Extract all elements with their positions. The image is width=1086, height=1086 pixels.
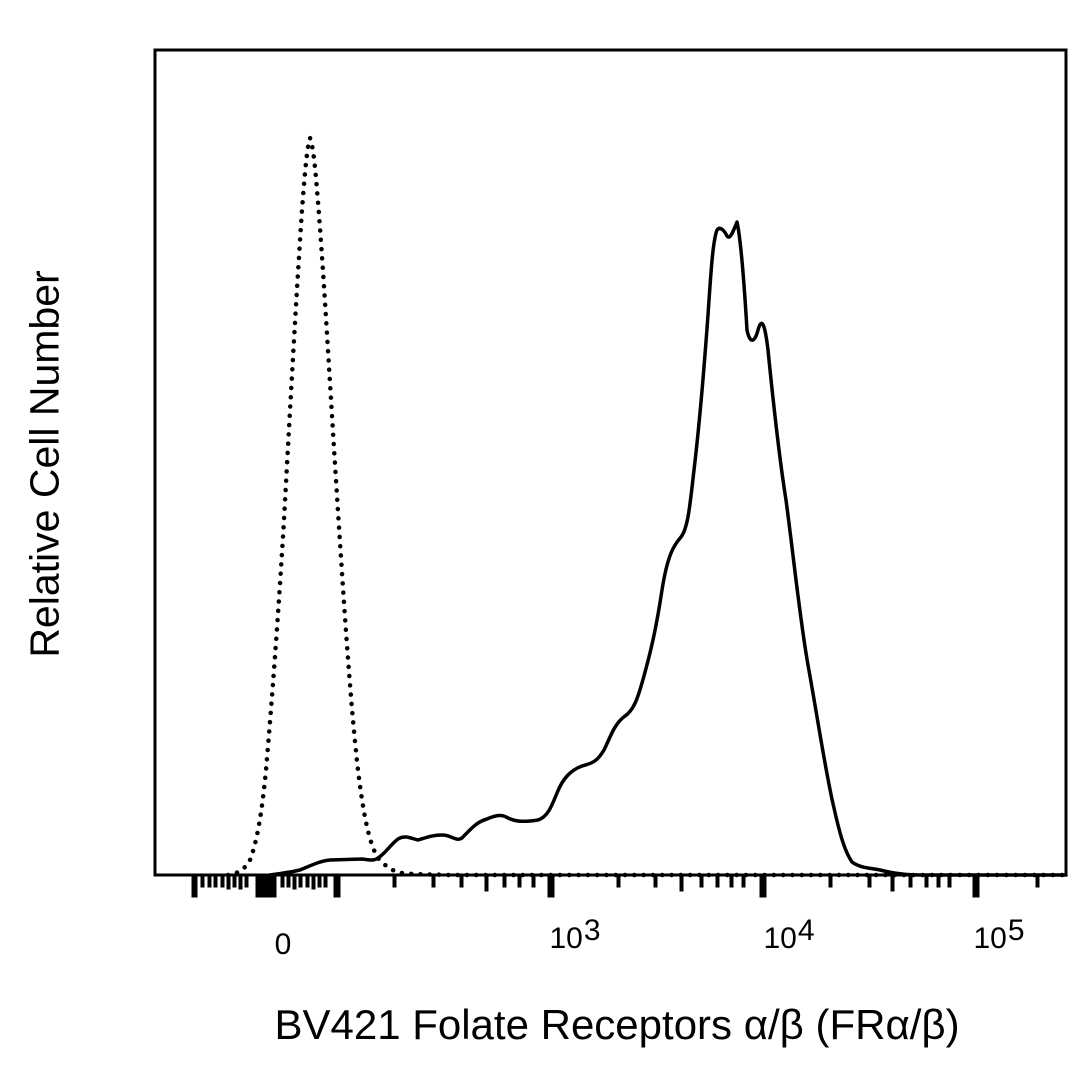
isotype-histogram-curve — [225, 130, 1069, 878]
x-tick-label-0: 0 — [274, 928, 292, 961]
stained-histogram-curve — [268, 220, 1068, 877]
x-tick-label-1e5: 105 — [973, 914, 1025, 955]
plot-frame — [153, 48, 1068, 877]
x-tick-label-1e4: 104 — [763, 914, 815, 955]
x-tick-label-1e3: 103 — [549, 914, 601, 955]
y-axis-label: Relative Cell Number — [21, 270, 68, 658]
x-axis-ticks — [191, 874, 1040, 898]
x-axis-label: BV421 Folate Receptors α/β (FRα/β) — [274, 1001, 960, 1048]
